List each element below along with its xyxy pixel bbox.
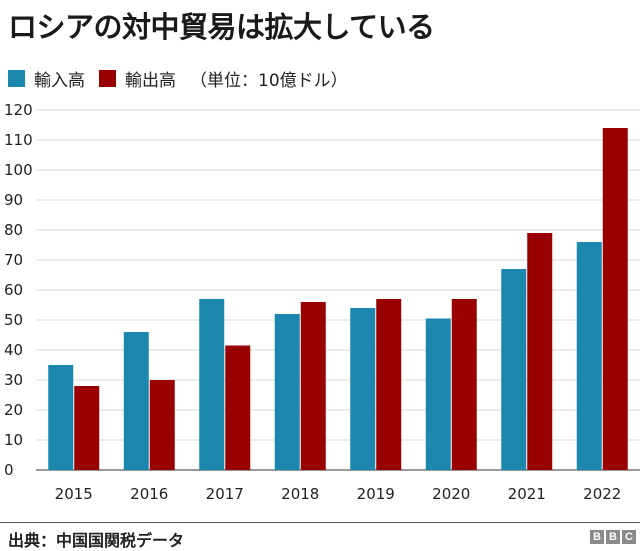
- x-tick-label: 2022: [583, 485, 621, 503]
- bar-exports-2018: [300, 302, 326, 470]
- legend-label-exports: 輸出高: [125, 70, 176, 91]
- x-tick-label: 2020: [432, 485, 470, 503]
- bar-exports-2019: [376, 299, 402, 470]
- y-tick-label: 0: [4, 461, 14, 479]
- y-tick-label: 110: [4, 131, 33, 149]
- logo-letter: C: [622, 530, 636, 544]
- y-tick-label: 100: [4, 161, 33, 179]
- source-note: 出典：中国国関税データ: [8, 531, 185, 550]
- x-tick-label: 2017: [206, 485, 244, 503]
- x-tick-label: 2018: [281, 485, 319, 503]
- legend: 輸入高 輸出高 （単位：10億ドル）: [8, 66, 348, 91]
- bar-exports-2016: [149, 380, 175, 470]
- bar-exports-2022: [602, 128, 628, 470]
- legend-label-imports: 輸入高: [34, 70, 85, 91]
- legend-item-imports: 輸入高: [8, 66, 85, 91]
- bar-imports-2020: [425, 318, 451, 470]
- y-tick-label: 70: [4, 251, 23, 269]
- bbc-logo: B B C: [588, 530, 636, 544]
- y-tick-label: 90: [4, 191, 23, 209]
- legend-swatch-exports: [99, 69, 116, 87]
- bar-exports-2015: [74, 386, 100, 470]
- y-tick-label: 50: [4, 311, 23, 329]
- unit-note: （単位：10億ドル）: [190, 70, 348, 91]
- bar-exports-2020: [451, 299, 477, 470]
- bar-imports-2022: [576, 242, 602, 470]
- logo-letter: B: [606, 530, 620, 544]
- bar-imports-2018: [274, 314, 300, 470]
- bar-exports-2017: [225, 345, 251, 470]
- y-tick-label: 30: [4, 371, 23, 389]
- y-tick-label: 10: [4, 431, 23, 449]
- bar-imports-2017: [199, 299, 225, 470]
- y-tick-label: 40: [4, 341, 23, 359]
- y-tick-label: 120: [4, 101, 33, 119]
- legend-item-exports: 輸出高: [99, 66, 176, 91]
- x-tick-label: 2019: [357, 485, 395, 503]
- y-tick-label: 60: [4, 281, 23, 299]
- bar-imports-2015: [48, 365, 74, 470]
- bar-imports-2016: [123, 332, 149, 470]
- bar-imports-2019: [350, 308, 376, 470]
- x-tick-label: 2015: [55, 485, 93, 503]
- bar-exports-2021: [527, 233, 553, 470]
- bar-imports-2021: [501, 269, 527, 470]
- x-tick-label: 2016: [130, 485, 168, 503]
- footer-divider: [0, 522, 640, 523]
- y-tick-label: 80: [4, 221, 23, 239]
- bar-chart: 0 10 20 30 40 50 60 70 80 90 100 110 120 2015 2016 2017…: [4, 101, 640, 503]
- chart-title: ロシアの対中貿易は拡大している: [8, 10, 435, 44]
- logo-letter: B: [590, 530, 604, 544]
- y-tick-label: 20: [4, 401, 23, 419]
- x-tick-label: 2021: [508, 485, 546, 503]
- legend-swatch-imports: [8, 69, 25, 87]
